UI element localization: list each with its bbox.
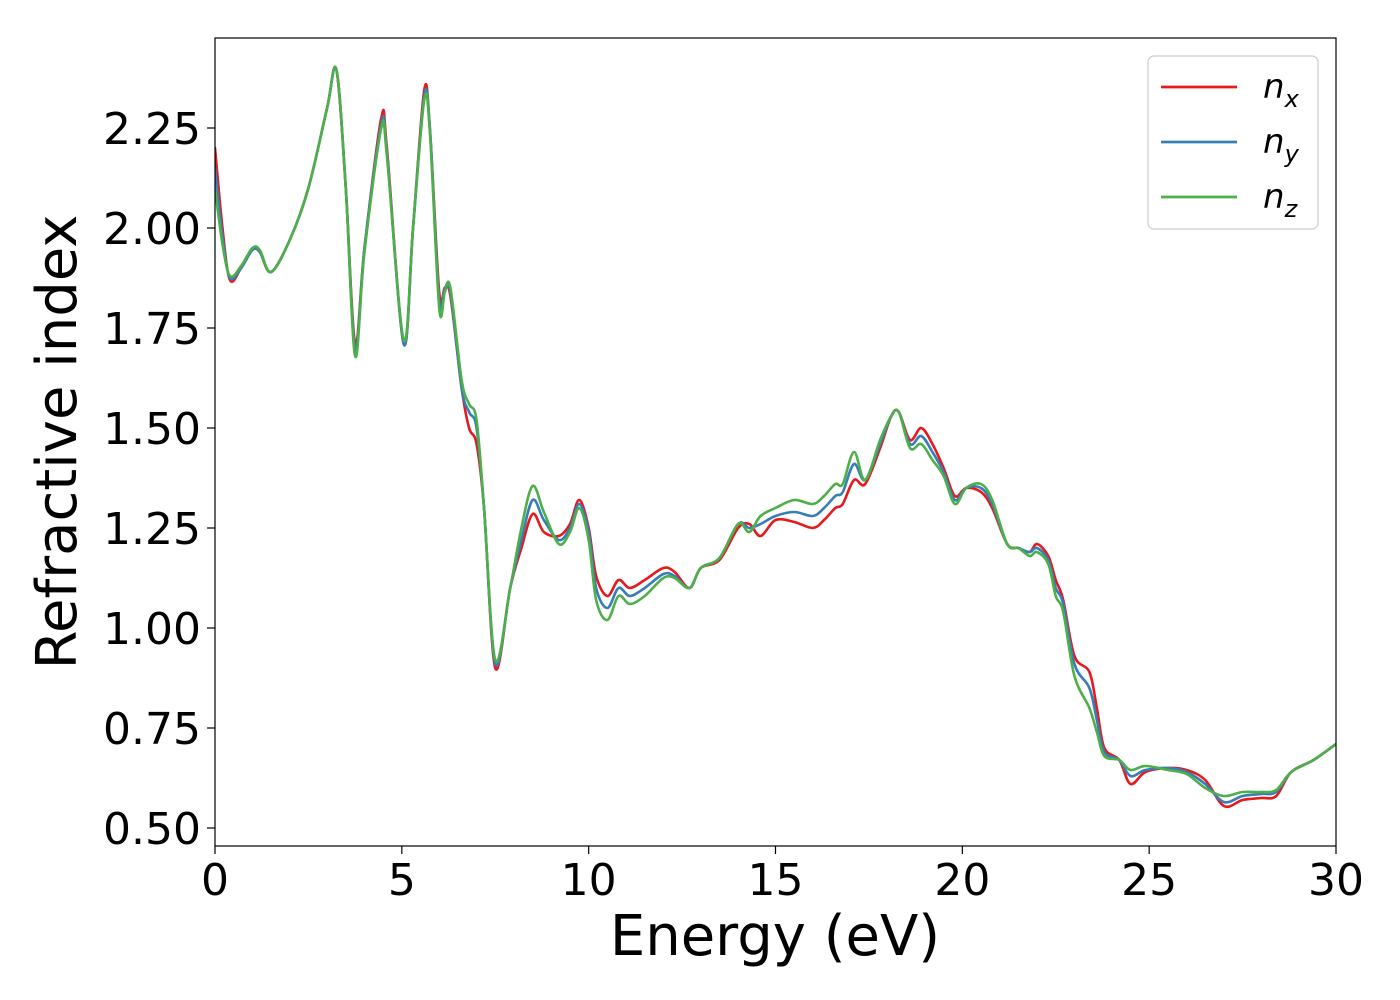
x-tick-label: 20 (934, 855, 990, 906)
x-tick-label: 30 (1308, 855, 1364, 906)
y-axis-title: Refractive index (25, 215, 90, 670)
legend-label-nx: nx (1263, 67, 1300, 113)
y-tick-label: 0.75 (103, 704, 201, 755)
x-axis: 0 5 10 15 20 25 30 (201, 846, 1364, 906)
y-tick-label: 1.75 (103, 304, 201, 355)
legend-label-ny: ny (1263, 122, 1300, 168)
series-layer (215, 65, 1336, 809)
y-tick-label: 2.00 (103, 204, 201, 255)
y-tick-label: 1.25 (103, 504, 201, 555)
y-tick-label: 2.25 (103, 104, 201, 155)
series-line-nz (215, 65, 1336, 798)
x-axis-title: Energy (eV) (610, 904, 940, 969)
x-tick-label: 10 (561, 855, 617, 906)
x-tick-label: 0 (201, 855, 229, 906)
x-tick-label: 25 (1121, 855, 1177, 906)
y-tick-label: 0.50 (103, 804, 201, 855)
legend: nx ny nz (1147, 55, 1319, 230)
x-tick-label: 5 (388, 855, 416, 906)
y-tick-label: 1.50 (103, 404, 201, 455)
legend-label-nz: nz (1263, 177, 1299, 223)
x-tick-label: 15 (748, 855, 804, 906)
y-tick-label: 1.00 (103, 604, 201, 655)
y-axis: 0.50 0.75 1.00 1.25 1.50 1.75 2.00 2.25 (103, 104, 215, 855)
